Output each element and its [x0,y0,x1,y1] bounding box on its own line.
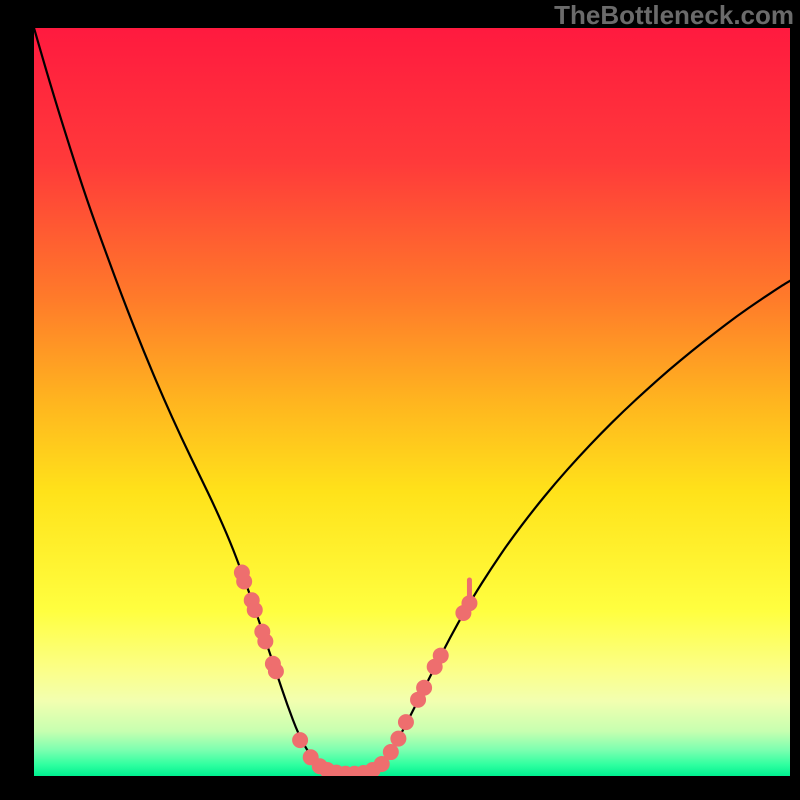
plot-area [34,28,790,776]
watermark-text: TheBottleneck.com [554,0,794,31]
curve-layer [34,28,790,776]
